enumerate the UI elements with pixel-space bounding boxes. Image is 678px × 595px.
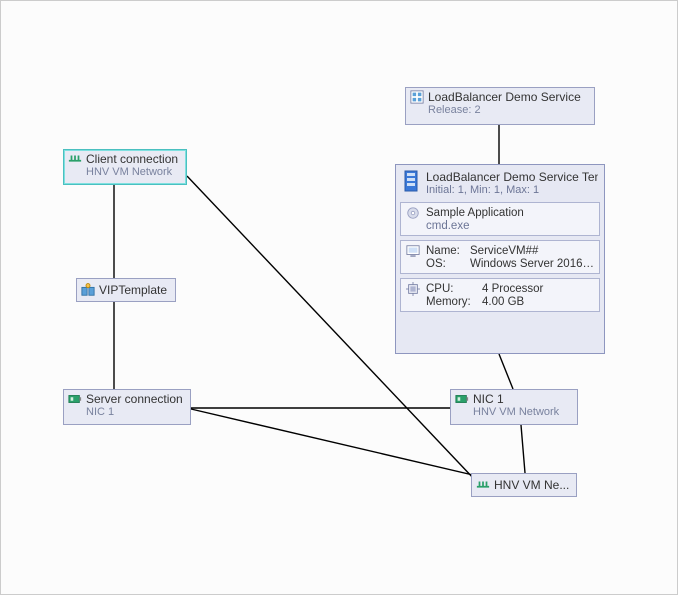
template-icon xyxy=(402,170,420,192)
vip-icon xyxy=(81,283,95,297)
template-subtitle: Initial: 1, Min: 1, Max: 1 xyxy=(426,184,598,196)
template-hw-section: CPU:4 Processor Memory:4.00 GB xyxy=(400,278,600,312)
node-server-title: Server connection xyxy=(86,392,183,406)
node-nic1-subtitle: HNV VM Network xyxy=(451,406,577,421)
node-service-template[interactable]: LoadBalancer Demo Service Templa Initial… xyxy=(395,164,605,354)
template-title: LoadBalancer Demo Service Templa xyxy=(426,170,598,184)
nic-icon xyxy=(68,392,82,406)
network-icon xyxy=(68,152,82,166)
template-app-subtitle: cmd.exe xyxy=(406,220,594,232)
diagram-canvas: LoadBalancer Demo Service Release: 2 Cli… xyxy=(0,0,678,595)
vm-icon xyxy=(406,244,420,258)
node-server-subtitle: NIC 1 xyxy=(64,406,190,421)
nic-icon xyxy=(455,392,469,406)
node-nic1-title: NIC 1 xyxy=(473,392,504,406)
node-hnv-network[interactable]: HNV VM Ne... xyxy=(471,473,577,497)
node-client-connection[interactable]: Client connection HNV VM Network xyxy=(63,149,187,185)
node-service-subtitle: Release: 2 xyxy=(406,104,594,119)
template-vm-section: Name:ServiceVM## OS:Windows Server 2016 … xyxy=(400,240,600,274)
service-icon xyxy=(410,90,424,104)
app-icon xyxy=(406,206,420,220)
node-vip-template[interactable]: VIPTemplate xyxy=(76,278,176,302)
node-client-subtitle: HNV VM Network xyxy=(64,166,186,181)
network-icon xyxy=(476,478,490,492)
node-service[interactable]: LoadBalancer Demo Service Release: 2 xyxy=(405,87,595,125)
node-service-title: LoadBalancer Demo Service xyxy=(428,90,581,104)
template-app-title: Sample Application xyxy=(426,207,524,219)
node-client-title: Client connection xyxy=(86,152,178,166)
node-hnv-title: HNV VM Ne... xyxy=(494,478,569,492)
node-vip-title: VIPTemplate xyxy=(99,283,167,297)
node-nic1[interactable]: NIC 1 HNV VM Network xyxy=(450,389,578,425)
cpu-icon xyxy=(406,282,420,296)
node-server-connection[interactable]: Server connection NIC 1 xyxy=(63,389,191,425)
template-app-section: Sample Application cmd.exe xyxy=(400,202,600,236)
